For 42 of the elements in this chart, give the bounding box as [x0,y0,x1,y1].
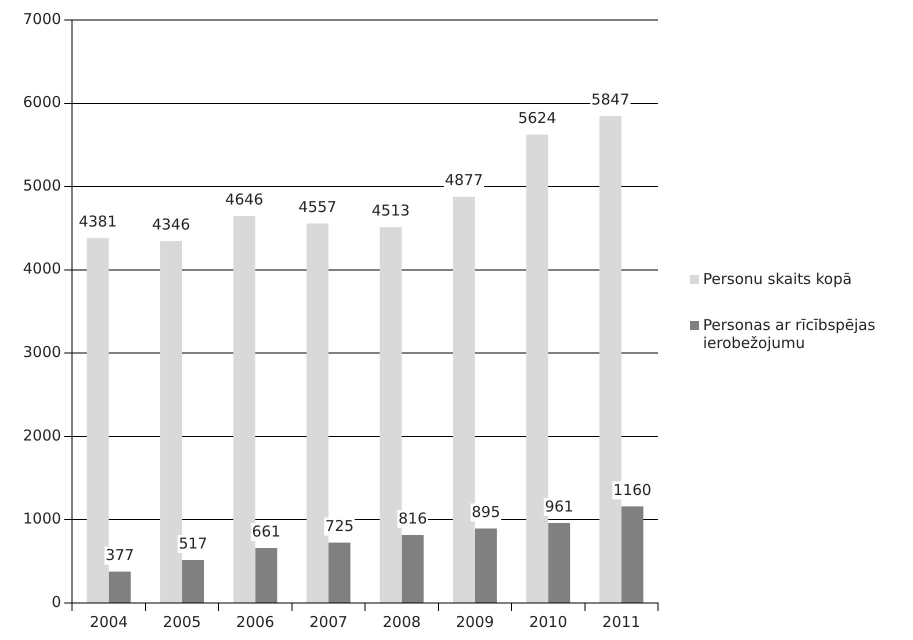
bar [108,572,131,602]
bar [182,560,204,602]
bar [328,542,350,602]
x-tick-label: 2010 [529,612,568,631]
y-tick-label: 4000 [22,260,62,278]
data-label: 895 [472,502,500,521]
x-tick-label: 2011 [602,612,640,631]
bar [621,506,644,602]
y-tick-label: 2000 [22,426,62,444]
y-tick-label: 0 [52,592,62,611]
y-tick-label: 5000 [22,176,62,194]
x-tick-label: 2007 [309,612,348,631]
x-tick-label: 2006 [236,612,274,631]
y-tick-label: 1000 [22,510,62,528]
data-label: 4557 [298,198,337,216]
data-label: 816 [398,509,428,528]
data-label: 661 [252,522,281,540]
x-tick-label: 2009 [456,612,494,631]
data-label: 5847 [591,90,630,108]
x-tick-label: 2004 [90,612,128,631]
data-label: 961 [544,497,574,516]
bar [255,548,278,602]
y-tick-label: 6000 [22,93,62,112]
y-tick-label: 7000 [22,10,62,28]
data-label: 5624 [518,108,556,127]
data-label: 4346 [152,215,190,234]
data-label: 725 [325,517,354,536]
data-label: 517 [178,534,208,552]
data-label: 1160 [613,480,652,499]
bar [474,528,497,602]
x-tick-label: 2005 [162,612,202,631]
x-tick-label: 2008 [382,612,421,631]
data-label: 4646 [225,190,264,208]
data-label: 4877 [444,171,484,190]
data-label: 4381 [78,212,117,231]
legend-label: Personas ar rīcībspējas ierobežojumu [703,316,876,352]
data-label: 4513 [372,202,410,220]
bar [548,522,570,602]
legend-label: Personu skaits kopā [703,270,852,288]
bar [402,535,424,602]
data-label: 377 [105,546,134,564]
y-tick-label: 3000 [22,343,62,362]
